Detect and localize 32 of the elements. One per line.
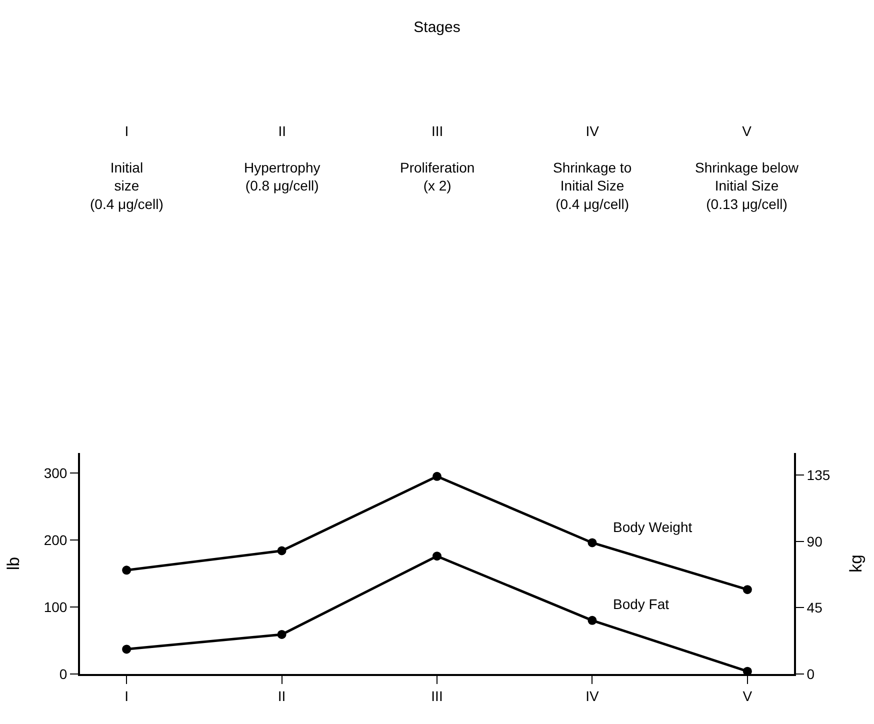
- x-tick-label: II: [278, 688, 286, 704]
- text: I Initial size (0.4 μg/cell): [90, 123, 164, 212]
- point: [588, 616, 597, 625]
- text: II Hypertrophy (0.8 μg/cell): [244, 123, 320, 194]
- point: [432, 552, 442, 561]
- x-tick-label: V: [742, 688, 753, 704]
- y2-tick-label: 135: [806, 466, 830, 483]
- point: [742, 585, 752, 594]
- y2-axis-title: kg: [846, 554, 866, 572]
- x-tick-label: I: [124, 688, 129, 704]
- y-tick-label: 300: [44, 464, 68, 481]
- y2-tick-label: 0: [806, 666, 815, 682]
- series-label: Body Fat: [613, 596, 670, 612]
- x-tick-label: IV: [586, 688, 600, 704]
- y-tick-label: 0: [59, 666, 68, 682]
- chart-title: Stages: [414, 19, 460, 36]
- series-label: Body Weight: [613, 519, 692, 535]
- text: III Proliferation (x 2): [400, 123, 475, 194]
- point: [277, 630, 286, 639]
- text: IV Shrinkage to Initial Size (0.4 μg/cell): [553, 123, 632, 212]
- y-tick-label: 100: [44, 598, 68, 615]
- point: [122, 566, 132, 575]
- y-axis-title: lb: [4, 556, 23, 570]
- point: [122, 644, 132, 654]
- y-tick-label: 200: [44, 532, 68, 548]
- x-tick-label: III: [431, 688, 443, 704]
- point: [432, 472, 442, 481]
- point: [277, 546, 286, 556]
- point: [588, 538, 597, 548]
- y2-tick-label: 45: [806, 600, 823, 616]
- y2-tick-label: 90: [806, 533, 823, 550]
- text: V Shrinkage below Initial Size (0.13 μg/cell): [695, 123, 799, 212]
